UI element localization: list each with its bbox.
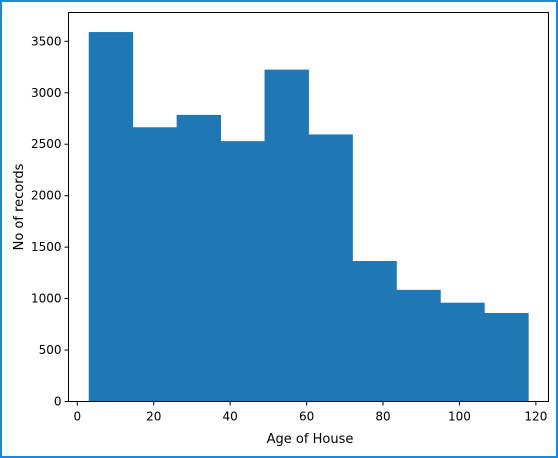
y-tick-label: 0 (54, 395, 62, 409)
histogram-bar (308, 134, 353, 402)
histogram-bar (88, 32, 134, 402)
plot-area (68, 12, 549, 402)
y-tick-label: 1500 (31, 240, 62, 254)
bars-group (88, 32, 529, 402)
histogram-bar (352, 261, 397, 402)
histogram-bar (132, 127, 178, 402)
histogram-bar (484, 312, 529, 402)
x-tick-label: 120 (524, 410, 547, 424)
y-tick-label: 3500 (31, 34, 62, 48)
y-axis-title: No of records (12, 163, 27, 250)
histogram-bar (396, 289, 441, 402)
y-tick-label: 2000 (31, 189, 62, 203)
histogram-bar (176, 114, 222, 402)
histogram-bar (440, 302, 485, 402)
x-tick-label: 0 (73, 410, 81, 424)
x-tick-label: 80 (375, 410, 390, 424)
x-tick-label: 60 (299, 410, 314, 424)
y-tick-label: 3000 (31, 86, 62, 100)
x-axis: 0 20 40 60 80 100 120 (73, 401, 547, 424)
histogram-bar (264, 69, 309, 402)
y-tick-label: 500 (39, 343, 62, 357)
x-tick-label: 20 (146, 410, 161, 424)
y-tick-label: 1000 (31, 292, 62, 306)
x-axis-title: Age of House (267, 432, 354, 447)
y-tick-label: 2500 (31, 137, 62, 151)
x-tick-label: 40 (223, 410, 238, 424)
histogram-bar (220, 141, 265, 402)
x-tick-label: 100 (448, 410, 471, 424)
y-axis: 0 500 1000 1500 2000 2500 3000 3500 (31, 34, 69, 409)
